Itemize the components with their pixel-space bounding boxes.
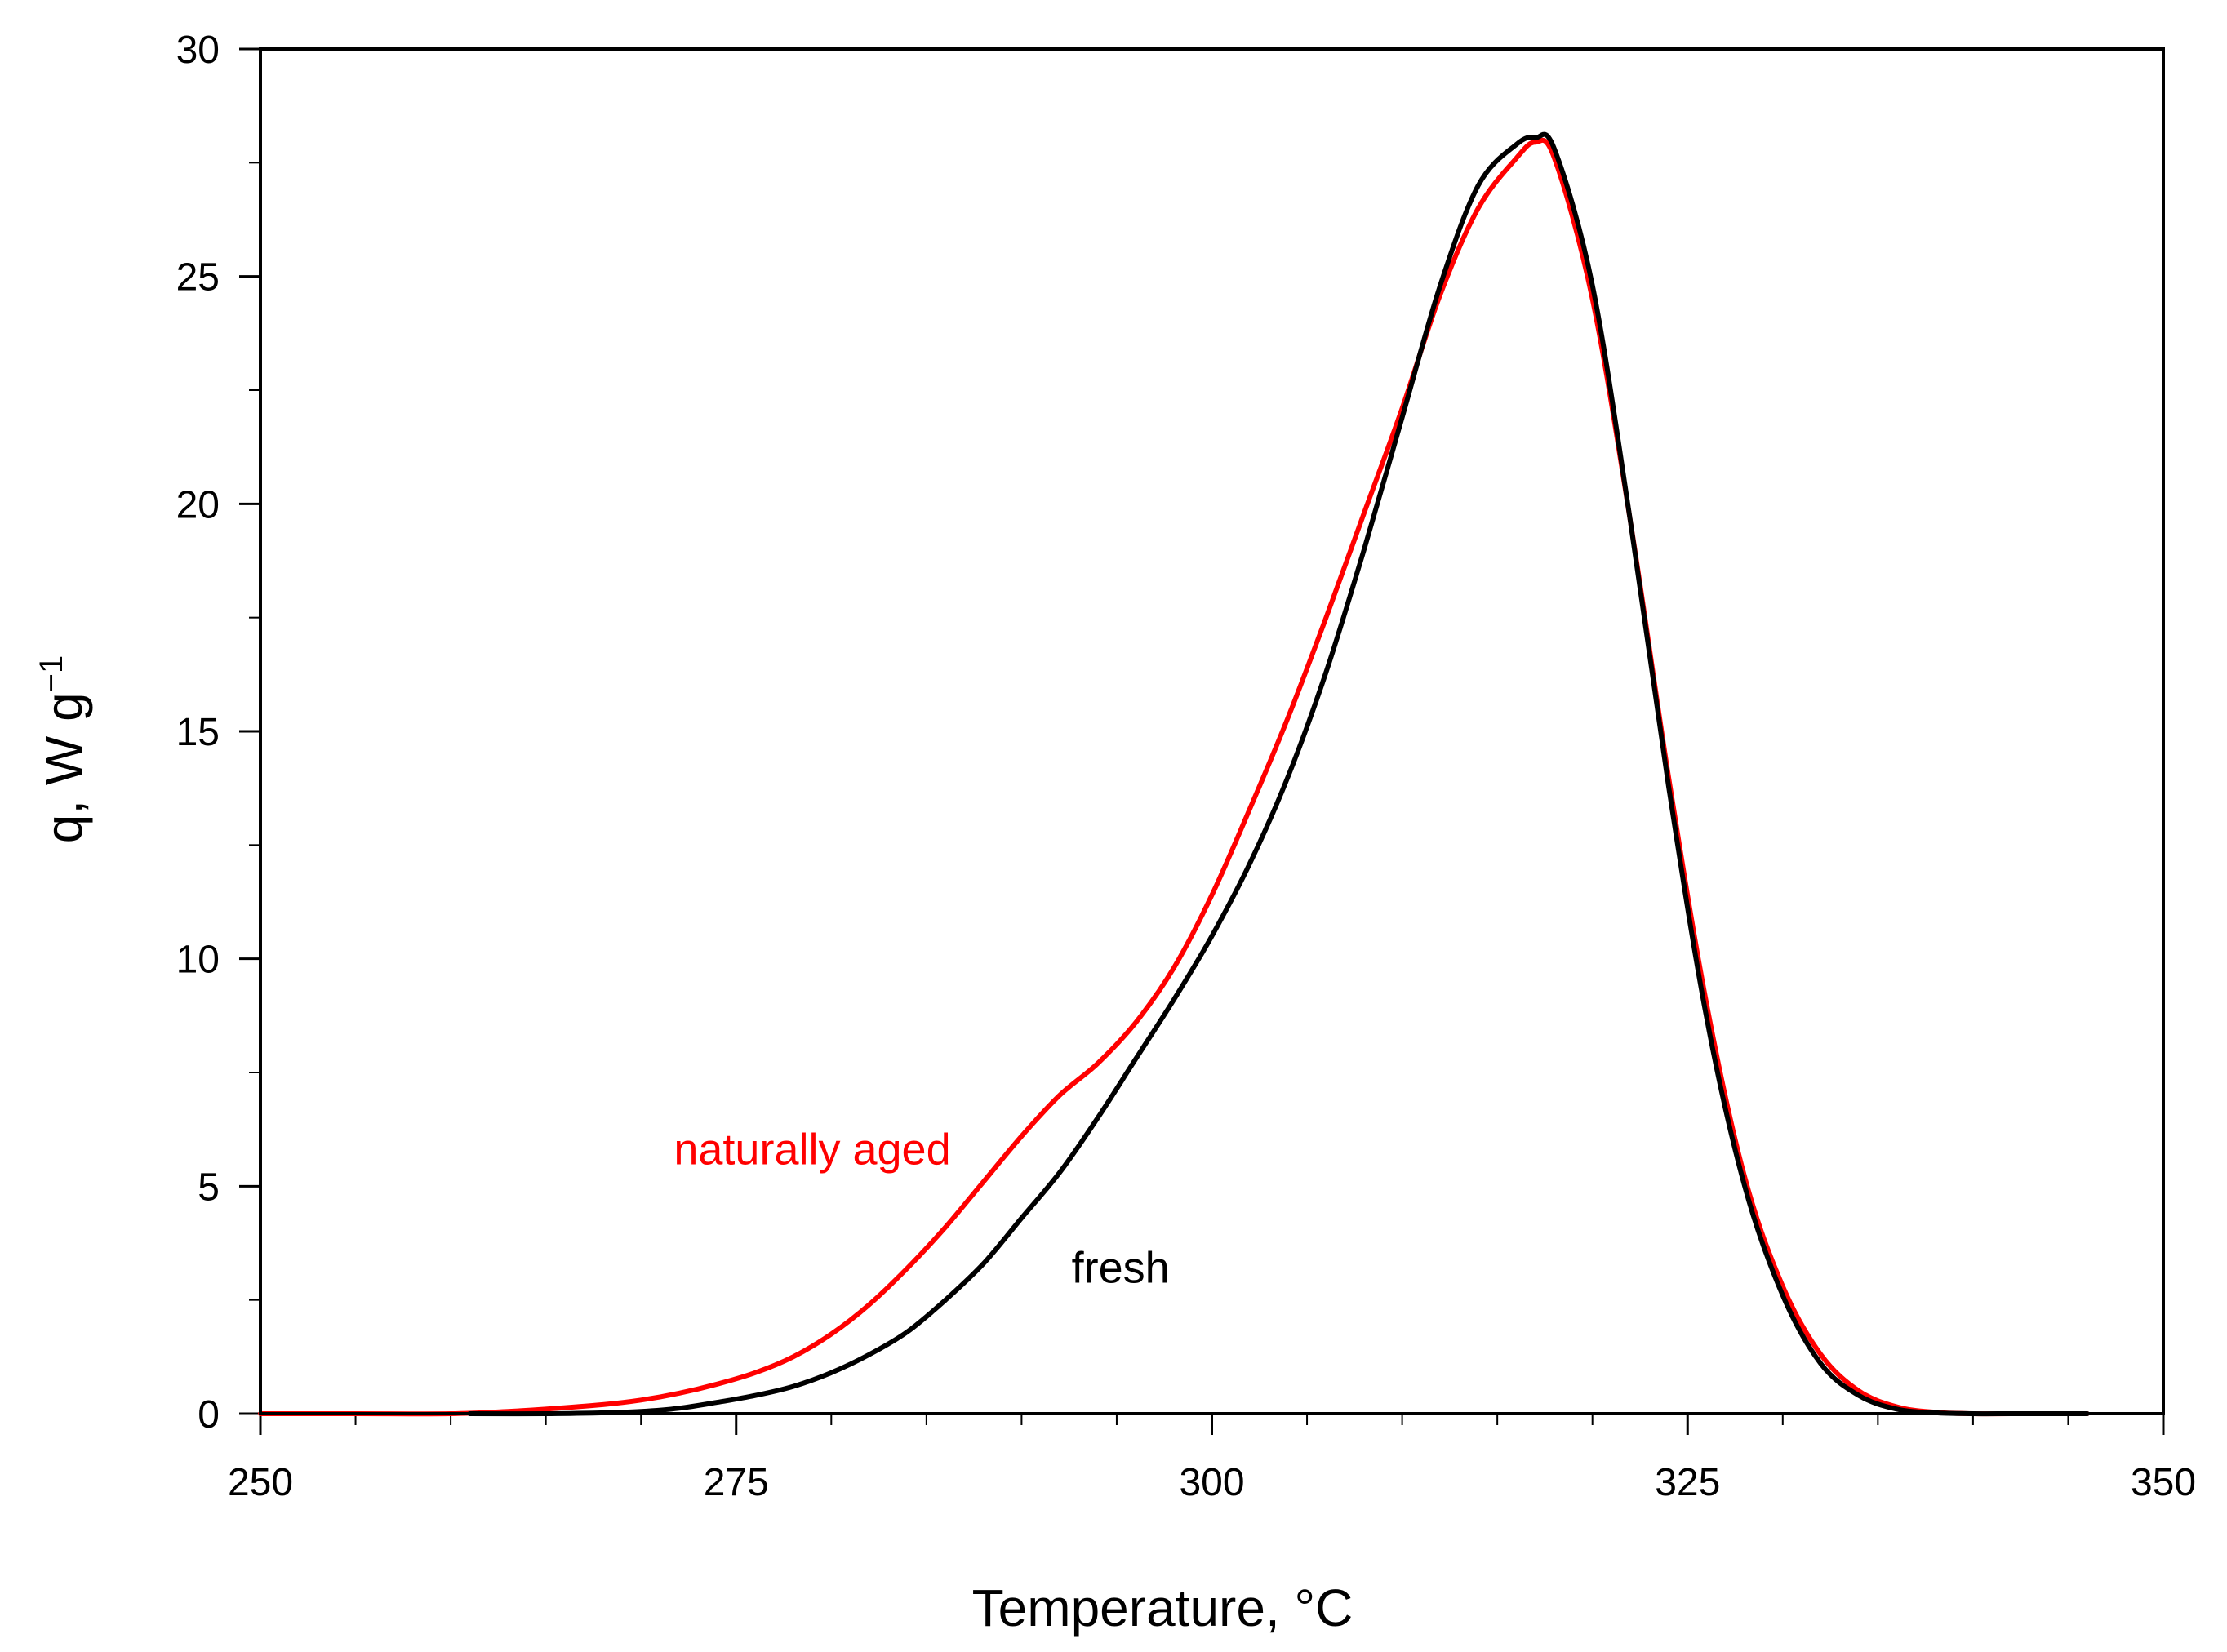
tick-labels: 250 275 300 325 350 0 5 10 15 20 25 30 — [176, 29, 2196, 1504]
y-axis-title-superscript: −1 — [33, 655, 69, 693]
y-axis-title-main: q, W g — [34, 692, 93, 843]
y-tick-label: 0 — [198, 1393, 220, 1437]
series-line-naturally-aged — [258, 138, 2090, 1417]
y-tick-label: 10 — [176, 939, 220, 982]
y-tick-label: 30 — [176, 29, 220, 72]
minor-ticks — [249, 162, 2069, 1425]
annotation-fresh: fresh — [1072, 1244, 1170, 1293]
x-tick-label: 300 — [1179, 1461, 1244, 1504]
series-layer — [258, 131, 2090, 1417]
annotations: naturally aged fresh — [673, 1126, 1169, 1293]
x-axis-title: Temperature, °C — [972, 1579, 1354, 1637]
x-tick-label: 250 — [228, 1461, 293, 1504]
plot-frame — [259, 47, 2165, 1415]
x-tick-label: 325 — [1655, 1461, 1720, 1504]
y-tick-label: 25 — [176, 256, 220, 300]
y-tick-label: 15 — [176, 711, 220, 754]
x-tick-label: 275 — [704, 1461, 769, 1504]
major-ticks — [239, 47, 2165, 1435]
y-tick-label: 5 — [198, 1166, 220, 1209]
annotation-naturally-aged: naturally aged — [673, 1126, 950, 1175]
x-tick-label: 350 — [2131, 1461, 2196, 1504]
y-tick-label: 20 — [176, 483, 220, 526]
series-line-fresh — [467, 131, 2090, 1417]
y-axis-title: q, W g−1 — [33, 655, 93, 844]
